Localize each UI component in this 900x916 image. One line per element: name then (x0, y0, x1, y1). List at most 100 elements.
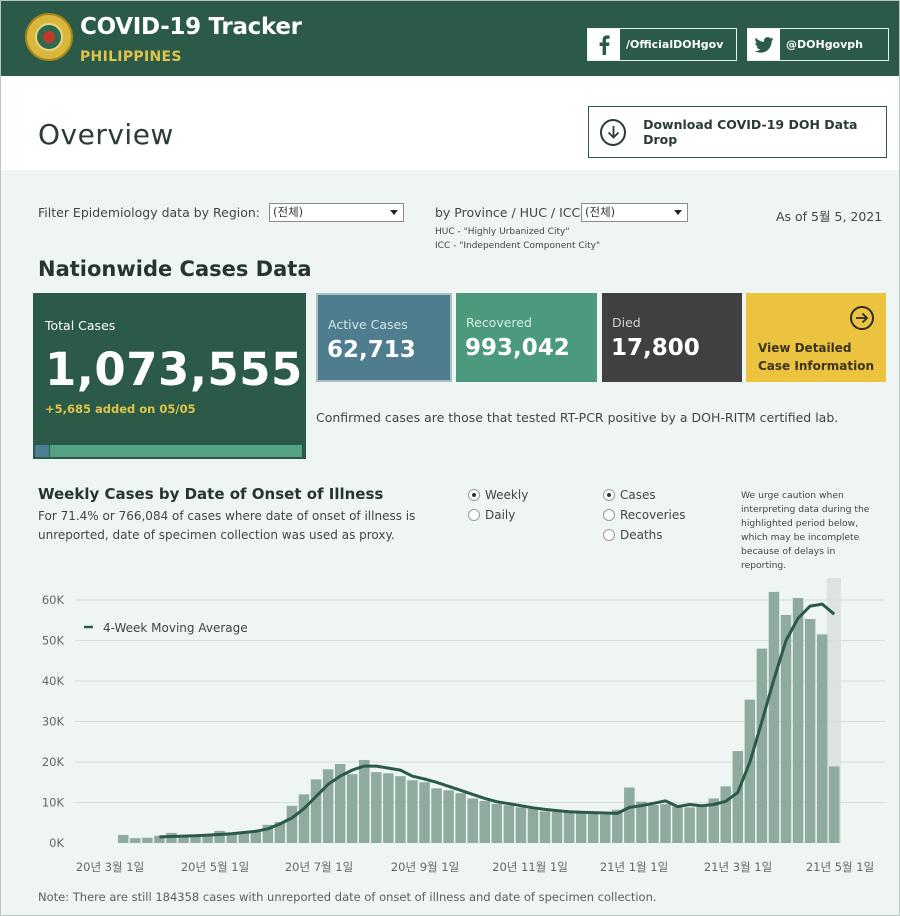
view-detailed-label: View Detailed Case Information (758, 339, 874, 375)
region-filter-label: Filter Epidemiology data by Region: (38, 205, 261, 220)
total-active-bar (35, 445, 49, 457)
y-tick-label: 60K (42, 593, 65, 607)
radio-dot (603, 509, 615, 521)
recovered-value: 993,042 (465, 335, 570, 361)
bar (551, 811, 563, 843)
active-cases-value: 62,713 (327, 337, 416, 363)
facebook-link[interactable]: /OfficialDOHgov (587, 28, 737, 61)
view-detailed-line1: View Detailed (758, 341, 852, 355)
x-tick-label: 21년 3월 1일 (704, 860, 772, 874)
x-tick-label: 20년 9월 1일 (391, 860, 459, 874)
recovered-card: Recovered 993,042 (456, 293, 597, 382)
icc-note: ICC - "Independent Component City" (435, 241, 601, 251)
radio-dot-selected (468, 489, 480, 501)
radio-weekly-label: Weekly (485, 488, 529, 502)
radio-dot-selected (603, 489, 615, 501)
x-tick-label: 21년 1월 1일 (600, 860, 668, 874)
bar (491, 803, 503, 843)
active-cases-card: Active Cases 62,713 (316, 293, 452, 382)
bar (383, 773, 394, 843)
bar (804, 619, 816, 843)
radio-cases[interactable]: Cases (603, 488, 656, 502)
bar (250, 830, 262, 843)
bar (587, 813, 599, 843)
download-data-drop-button[interactable]: Download COVID-19 DOH Data Drop (588, 106, 887, 158)
weekly-desc-line2: unreported, date of specimen collection … (38, 528, 395, 542)
twitter-icon (748, 29, 780, 60)
bar (732, 751, 744, 843)
huc-note: HUC - "Highly Urbanized City" (435, 227, 570, 237)
bar (443, 790, 454, 843)
total-recovered-bar (50, 445, 302, 457)
bar (563, 811, 575, 843)
bar (226, 832, 237, 843)
bar (684, 807, 695, 843)
x-tick-label: 20년 7월 1일 (285, 860, 353, 874)
y-tick-label: 50K (42, 634, 65, 648)
bar (455, 793, 466, 843)
y-tick-label: 0K (49, 836, 64, 850)
twitter-handle: @DOHgovph (786, 38, 863, 51)
page-title: Overview (38, 118, 174, 151)
y-tick-label: 10K (42, 796, 65, 810)
bar (527, 808, 539, 843)
bar (720, 786, 731, 843)
bar (118, 834, 129, 843)
bar (575, 813, 587, 843)
region-select[interactable]: (전체) (269, 203, 404, 222)
brand-subtitle: PHILIPPINES (80, 49, 182, 65)
bar (431, 788, 442, 843)
download-label: Download COVID-19 DOH Data Drop (643, 117, 858, 147)
total-cases-card: Total Cases 1,073,555 +5,685 added on 05… (33, 293, 306, 459)
weekly-desc-line1: For 71.4% or 766,084 of cases where date… (38, 509, 416, 523)
view-detailed-case-button[interactable]: View Detailed Case Information (746, 293, 886, 382)
province-select[interactable]: (전체) (581, 203, 688, 222)
bar (768, 591, 780, 843)
footer-note: Note: There are still 184358 cases with … (38, 890, 657, 904)
bar (334, 764, 346, 843)
bar (202, 834, 213, 843)
twitter-link[interactable]: @DOHgovph (747, 28, 889, 61)
bar (142, 837, 153, 843)
bar (346, 774, 358, 843)
weekly-chart-title: Weekly Cases by Date of Onset of Illness (38, 485, 384, 503)
bar (756, 648, 768, 843)
bar (419, 782, 430, 843)
radio-weekly[interactable]: Weekly (468, 488, 528, 502)
nationwide-title: Nationwide Cases Data (38, 257, 312, 281)
bar (503, 805, 515, 843)
radio-deaths-label: Deaths (620, 528, 663, 542)
radio-deaths[interactable]: Deaths (603, 528, 663, 542)
bar (792, 597, 804, 843)
caution-note: We urge caution when interpreting data d… (741, 490, 870, 571)
active-cases-label: Active Cases (328, 317, 408, 332)
radio-recoveries[interactable]: Recoveries (603, 508, 686, 522)
total-cases-label: Total Cases (45, 318, 116, 333)
download-icon (600, 118, 627, 146)
radio-dot (468, 509, 480, 521)
bar (467, 798, 478, 843)
bar (479, 800, 490, 843)
y-tick-label: 40K (42, 674, 65, 688)
bar (286, 805, 298, 843)
y-tick-label: 20K (42, 755, 65, 769)
x-tick-label: 20년 5월 1일 (181, 860, 249, 874)
bar (828, 766, 840, 843)
facebook-handle: /OfficialDOHgov (626, 38, 724, 51)
radio-daily[interactable]: Daily (468, 508, 515, 522)
bar (660, 804, 671, 843)
added-cases: +5,685 added on 05/05 (45, 402, 196, 416)
weekly-description: For 71.4% or 766,084 of cases where date… (38, 507, 438, 545)
bar (648, 804, 659, 843)
view-detailed-line2: Case Information (758, 359, 874, 373)
radio-cases-label: Cases (620, 488, 656, 502)
brand-title: COVID-19 Tracker (80, 14, 302, 40)
y-tick-label: 30K (42, 715, 65, 729)
bar (190, 835, 201, 843)
bar (708, 798, 719, 843)
bar (515, 807, 527, 843)
bar (310, 779, 322, 843)
bar (780, 614, 792, 843)
bar (359, 759, 370, 843)
bar (696, 804, 707, 843)
